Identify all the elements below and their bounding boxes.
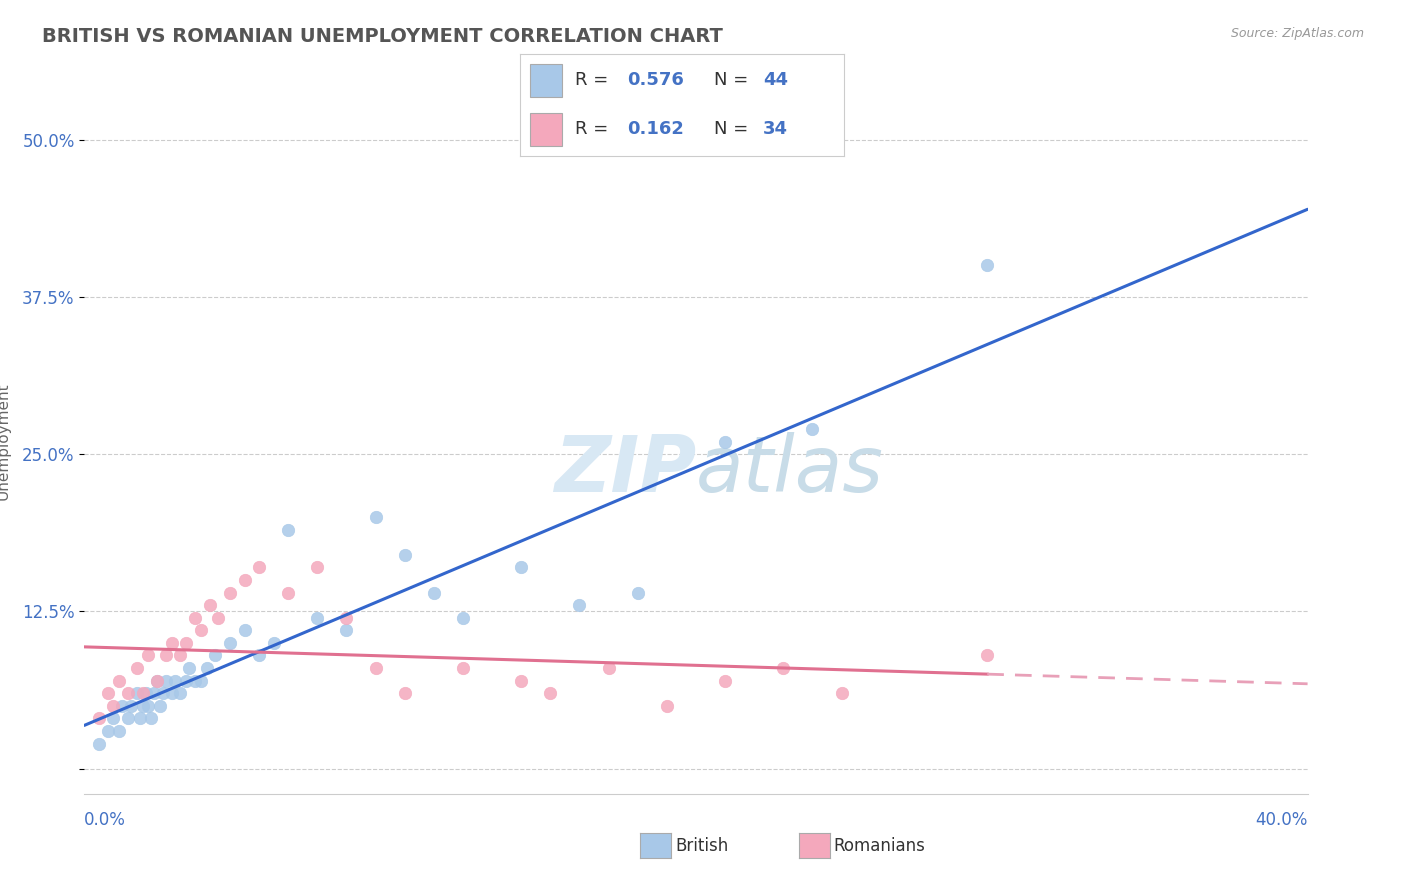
Point — [307, 610, 329, 624]
Point — [174, 636, 197, 650]
Y-axis label: Unemployment: Unemployment — [0, 383, 11, 500]
Point — [198, 598, 221, 612]
Point — [714, 673, 737, 688]
Point — [138, 698, 160, 713]
Text: 0.162: 0.162 — [627, 120, 683, 138]
Point — [155, 648, 177, 663]
Text: 0.576: 0.576 — [627, 71, 683, 89]
Point — [247, 560, 270, 574]
Point — [207, 610, 229, 624]
Point — [538, 686, 561, 700]
Point — [146, 673, 169, 688]
Point — [131, 686, 153, 700]
Point — [152, 686, 174, 700]
Point — [277, 523, 299, 537]
Point — [627, 585, 650, 599]
Point — [976, 648, 998, 663]
Point — [103, 711, 125, 725]
Point — [143, 686, 166, 700]
Point — [103, 698, 125, 713]
Text: Source: ZipAtlas.com: Source: ZipAtlas.com — [1230, 27, 1364, 40]
Point — [598, 661, 620, 675]
Point — [204, 648, 226, 663]
Point — [307, 560, 329, 574]
Text: 40.0%: 40.0% — [1256, 811, 1308, 829]
Point — [190, 673, 212, 688]
Point — [219, 585, 242, 599]
Point — [423, 585, 446, 599]
Point — [335, 624, 357, 638]
Point — [451, 610, 474, 624]
Text: British: British — [675, 837, 728, 855]
Point — [160, 686, 183, 700]
Point — [135, 686, 157, 700]
Point — [120, 698, 142, 713]
Point — [263, 636, 285, 650]
Text: ZIP: ZIP — [554, 432, 696, 508]
Point — [87, 737, 110, 751]
Point — [179, 661, 201, 675]
Text: 44: 44 — [762, 71, 787, 89]
Point — [335, 610, 357, 624]
Point — [117, 711, 139, 725]
Point — [111, 698, 134, 713]
Text: 34: 34 — [762, 120, 787, 138]
Point — [364, 661, 387, 675]
Point — [233, 573, 256, 587]
Point — [131, 698, 153, 713]
Point — [141, 711, 163, 725]
Text: N =: N = — [714, 71, 754, 89]
Point — [247, 648, 270, 663]
Point — [510, 673, 533, 688]
Point — [772, 661, 794, 675]
Text: atlas: atlas — [696, 432, 884, 508]
Point — [451, 661, 474, 675]
Point — [163, 673, 186, 688]
Point — [190, 624, 212, 638]
Point — [233, 624, 256, 638]
Point — [394, 686, 416, 700]
Point — [831, 686, 853, 700]
Point — [108, 673, 131, 688]
Point — [155, 673, 177, 688]
Text: N =: N = — [714, 120, 754, 138]
Point — [169, 686, 191, 700]
Point — [87, 711, 110, 725]
Bar — [530, 113, 562, 145]
Point — [510, 560, 533, 574]
Point — [117, 686, 139, 700]
Text: Romanians: Romanians — [834, 837, 925, 855]
Point — [97, 686, 120, 700]
Point — [195, 661, 218, 675]
Point — [146, 673, 169, 688]
Text: R =: R = — [575, 120, 614, 138]
Point — [97, 723, 120, 738]
Point — [128, 711, 150, 725]
Bar — [530, 64, 562, 96]
Point — [125, 686, 148, 700]
Text: BRITISH VS ROMANIAN UNEMPLOYMENT CORRELATION CHART: BRITISH VS ROMANIAN UNEMPLOYMENT CORRELA… — [42, 27, 723, 45]
Point — [277, 585, 299, 599]
Text: R =: R = — [575, 71, 614, 89]
Point — [714, 434, 737, 449]
Point — [655, 698, 678, 713]
Point — [364, 510, 387, 524]
Point — [184, 610, 207, 624]
Text: 0.0%: 0.0% — [84, 811, 127, 829]
Point — [219, 636, 242, 650]
Point — [174, 673, 197, 688]
Point — [184, 673, 207, 688]
Point — [169, 648, 191, 663]
Point — [160, 636, 183, 650]
Point — [149, 698, 172, 713]
Point — [568, 598, 591, 612]
Point — [138, 648, 160, 663]
Point — [394, 548, 416, 562]
Point — [125, 661, 148, 675]
Point — [108, 723, 131, 738]
Point — [976, 259, 998, 273]
Point — [801, 422, 824, 436]
